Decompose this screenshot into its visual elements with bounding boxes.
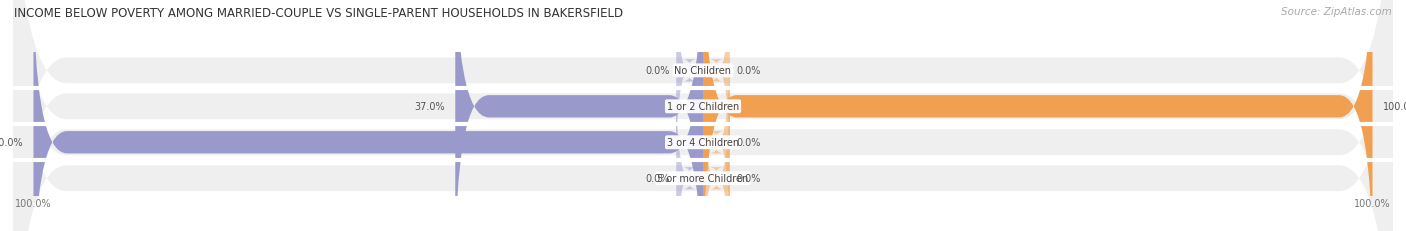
Text: 37.0%: 37.0% xyxy=(415,102,446,112)
Text: 0.0%: 0.0% xyxy=(737,66,761,76)
FancyBboxPatch shape xyxy=(34,0,703,231)
Text: 5 or more Children: 5 or more Children xyxy=(658,173,748,183)
Text: 0.0%: 0.0% xyxy=(645,173,669,183)
FancyBboxPatch shape xyxy=(676,82,703,231)
FancyBboxPatch shape xyxy=(703,0,730,167)
Text: 100.0%: 100.0% xyxy=(1382,102,1406,112)
Text: Source: ZipAtlas.com: Source: ZipAtlas.com xyxy=(1281,7,1392,17)
FancyBboxPatch shape xyxy=(703,82,730,231)
FancyBboxPatch shape xyxy=(14,0,1392,231)
FancyBboxPatch shape xyxy=(676,0,703,167)
FancyBboxPatch shape xyxy=(703,0,1372,231)
Text: 0.0%: 0.0% xyxy=(737,173,761,183)
FancyBboxPatch shape xyxy=(14,0,1392,231)
Text: No Children: No Children xyxy=(675,66,731,76)
FancyBboxPatch shape xyxy=(456,0,703,231)
FancyBboxPatch shape xyxy=(14,0,1392,231)
FancyBboxPatch shape xyxy=(14,0,1392,231)
Text: 1 or 2 Children: 1 or 2 Children xyxy=(666,102,740,112)
Text: 0.0%: 0.0% xyxy=(737,138,761,148)
Text: 3 or 4 Children: 3 or 4 Children xyxy=(666,138,740,148)
Text: INCOME BELOW POVERTY AMONG MARRIED-COUPLE VS SINGLE-PARENT HOUSEHOLDS IN BAKERSF: INCOME BELOW POVERTY AMONG MARRIED-COUPL… xyxy=(14,7,623,20)
Text: 100.0%: 100.0% xyxy=(0,138,24,148)
Text: 0.0%: 0.0% xyxy=(645,66,669,76)
FancyBboxPatch shape xyxy=(703,46,730,231)
